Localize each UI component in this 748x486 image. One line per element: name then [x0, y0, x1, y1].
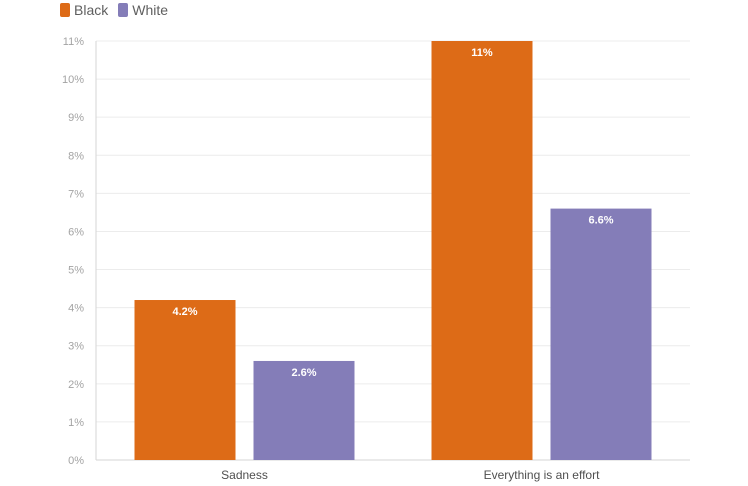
legend-label-white: White	[132, 2, 169, 18]
y-tick-label: 4%	[68, 303, 84, 315]
data-label: 11%	[471, 47, 493, 59]
y-tick-label: 3%	[68, 341, 84, 353]
y-tick-label: 7%	[68, 188, 84, 200]
data-label: 4.2%	[172, 306, 197, 318]
y-tick-label: 5%	[68, 265, 84, 277]
y-tick-label: 11%	[63, 36, 84, 48]
y-tick-label: 10%	[62, 74, 84, 86]
bar-black-0[interactable]	[134, 300, 236, 460]
y-tick-label: 8%	[68, 150, 84, 162]
data-label: 6.6%	[588, 215, 613, 227]
bar-black-1[interactable]	[431, 41, 533, 460]
bar-white-0[interactable]	[253, 360, 355, 460]
data-label: 2.6%	[291, 367, 316, 379]
legend-swatch-white	[118, 3, 129, 17]
y-tick-label: 2%	[68, 379, 84, 391]
y-tick-label: 1%	[68, 417, 84, 429]
legend-item-white[interactable]: White	[118, 2, 168, 18]
bar-white-1[interactable]	[550, 208, 652, 460]
x-category-label: Everything is an effort	[484, 468, 601, 482]
y-tick-label: 0%	[68, 455, 84, 467]
chart-legend: Black White	[60, 2, 168, 18]
x-category-label: Sadness	[221, 468, 268, 482]
legend-label-black: Black	[74, 2, 109, 18]
legend-item-black[interactable]: Black	[60, 2, 108, 18]
y-tick-label: 6%	[68, 226, 84, 238]
legend-swatch-black	[60, 3, 70, 17]
y-tick-label: 9%	[68, 112, 84, 124]
